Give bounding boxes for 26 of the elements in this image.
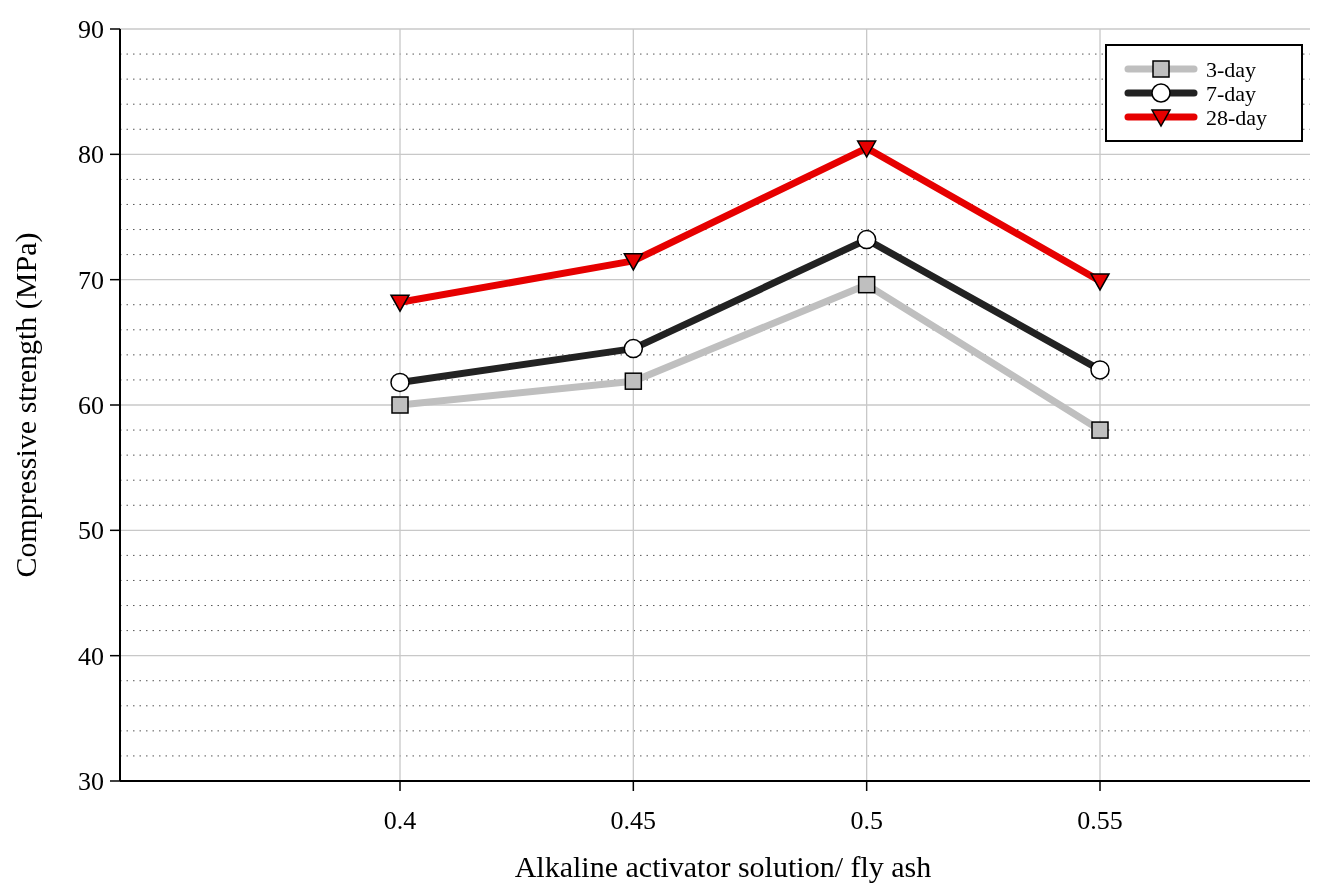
point <box>390 372 410 393</box>
x-tick-label: 0.55 <box>1077 806 1123 835</box>
point <box>856 229 877 250</box>
point <box>1090 273 1110 291</box>
point <box>624 372 643 390</box>
x-axis-title: Alkaline activator solution/ fly ash <box>514 850 932 883</box>
x-tick-label: 0.4 <box>383 806 417 835</box>
y-tick-label: 40 <box>78 641 104 671</box>
y-tick-label: 80 <box>78 140 104 170</box>
x-tick-label: 0.5 <box>850 806 883 835</box>
point <box>390 294 410 312</box>
point <box>1091 421 1109 439</box>
point <box>391 396 409 414</box>
y-tick-label: 90 <box>78 15 104 45</box>
y-axis-title: Compressive strength (MPa) <box>9 232 43 578</box>
y-tick-label: 70 <box>78 265 104 295</box>
point <box>623 338 644 359</box>
point <box>1090 360 1110 380</box>
point <box>623 253 644 271</box>
point <box>856 140 877 158</box>
legend-label: 3-day <box>1206 56 1257 82</box>
y-tick-label: 50 <box>78 516 104 546</box>
y-tick-label: 30 <box>78 767 104 797</box>
x-tick-label: 0.45 <box>610 806 657 835</box>
y-tick-label: 60 <box>78 391 104 421</box>
point <box>857 275 876 294</box>
